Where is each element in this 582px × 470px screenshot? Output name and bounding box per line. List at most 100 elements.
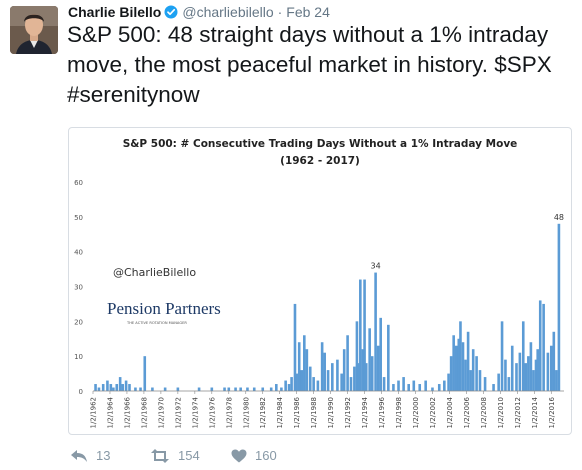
- bar: [284, 380, 287, 391]
- bar: [397, 380, 400, 391]
- bar: [323, 352, 326, 391]
- bar: [542, 303, 545, 391]
- verified-badge-icon: [164, 5, 178, 19]
- x-tick-label: 1/2/1982: [259, 397, 267, 428]
- bar: [555, 370, 558, 391]
- bar: [308, 366, 312, 391]
- x-tick-label: 1/2/2000: [412, 397, 420, 428]
- bar: [340, 373, 343, 391]
- y-tick-label: 30: [74, 284, 83, 292]
- chart-svg: S&P 500: # Consecutive Trading Days With…: [74, 138, 564, 428]
- bars: [94, 223, 561, 391]
- bar: [112, 387, 115, 391]
- author-name[interactable]: Charlie Bilello: [68, 4, 162, 20]
- bar: [500, 321, 504, 391]
- bar: [97, 387, 101, 391]
- bar: [326, 370, 330, 391]
- bar: [118, 377, 122, 391]
- bar: [552, 331, 556, 391]
- x-tick-label: 1/2/1996: [378, 396, 386, 428]
- bar: [94, 384, 97, 391]
- bar: [151, 387, 154, 391]
- chart-image[interactable]: S&P 500: # Consecutive Trading Days With…: [68, 127, 572, 435]
- bar: [163, 387, 167, 391]
- x-tick-label: 1/2/1978: [225, 397, 233, 428]
- like-icon: [231, 449, 247, 462]
- avatar-photo-icon: [10, 6, 58, 54]
- bar: [121, 384, 125, 391]
- bar: [457, 338, 461, 391]
- bar: [379, 317, 382, 391]
- bar: [443, 380, 446, 391]
- bar: [449, 356, 453, 391]
- author-handle[interactable]: @charliebilello: [182, 4, 274, 20]
- avatar[interactable]: [10, 6, 58, 54]
- bar: [300, 370, 304, 391]
- bar: [546, 352, 550, 391]
- x-tick-label: 1/2/1986: [293, 396, 301, 428]
- bar: [353, 366, 356, 391]
- retweet-count: 154: [178, 448, 200, 463]
- bar: [478, 370, 482, 391]
- bar: [364, 363, 368, 391]
- x-tick-label: 1/2/1962: [90, 397, 98, 428]
- bar: [475, 356, 478, 391]
- bar: [549, 345, 553, 391]
- x-tick-label: 1/2/1994: [361, 396, 369, 428]
- bar: [464, 359, 467, 391]
- x-tick-label: 1/2/1964: [106, 396, 114, 428]
- bar: [139, 387, 142, 391]
- data-label: 48: [554, 213, 564, 222]
- x-tick-label: 1/2/1974: [191, 396, 199, 428]
- bar: [227, 387, 231, 391]
- bar: [461, 342, 465, 391]
- bar: [134, 387, 137, 391]
- bar: [527, 356, 530, 391]
- bar: [239, 387, 242, 391]
- y-axis: 0 10 20 30 40 50 60: [74, 179, 83, 396]
- y-tick-label: 0: [79, 388, 83, 396]
- brand-logo: Pension Partners: [107, 299, 221, 318]
- bar: [346, 335, 349, 391]
- bar: [532, 370, 535, 391]
- bar: [223, 387, 226, 391]
- bar: [447, 373, 450, 391]
- bar: [128, 384, 131, 391]
- x-tick-label: 1/2/1976: [208, 396, 216, 428]
- like-button[interactable]: 160: [231, 448, 277, 463]
- tweet-text: S&P 500: 48 straight days without a 1% i…: [67, 22, 552, 107]
- bar: [492, 384, 495, 391]
- x-axis: [92, 390, 564, 394]
- bar: [387, 324, 390, 391]
- tweet-date[interactable]: Feb 24: [286, 4, 330, 20]
- bar: [521, 321, 525, 391]
- bar: [452, 335, 455, 391]
- retweet-button[interactable]: 154: [150, 448, 200, 463]
- bar: [368, 328, 371, 391]
- bar: [497, 373, 500, 391]
- bar: [280, 387, 283, 391]
- bar: [363, 279, 366, 391]
- bar: [382, 377, 386, 391]
- x-tick-label: 1/2/1992: [344, 397, 352, 428]
- bar: [437, 384, 441, 391]
- chart-watermark: @CharlieBilello: [113, 266, 196, 279]
- x-tick-label: 1/2/1970: [157, 397, 165, 428]
- x-tick-label: 1/2/2004: [446, 396, 454, 428]
- x-tick-label: 1/2/2006: [463, 396, 471, 428]
- x-tick-label: 1/2/2014: [531, 396, 539, 428]
- bar: [290, 377, 293, 391]
- retweet-icon: [151, 448, 169, 463]
- bar: [510, 345, 514, 391]
- bar: [106, 380, 109, 391]
- x-tick-label: 1/2/1968: [140, 397, 148, 428]
- bar: [246, 387, 249, 391]
- bar: [459, 321, 462, 391]
- reply-button[interactable]: 13: [70, 448, 110, 463]
- y-tick-label: 60: [74, 179, 83, 187]
- bar: [303, 335, 306, 391]
- bar: [297, 342, 301, 391]
- bar: [143, 356, 147, 391]
- bar: [424, 380, 427, 391]
- x-tick-label: 1/2/1984: [276, 396, 284, 428]
